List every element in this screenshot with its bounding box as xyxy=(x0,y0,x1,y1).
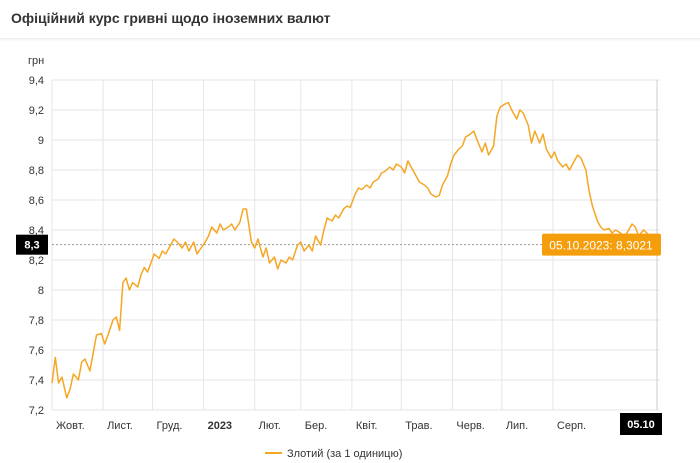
series-line xyxy=(51,101,661,399)
y-tick-label: 7,4 xyxy=(29,375,44,387)
tooltip-text: 05.10.2023: 8,3021 xyxy=(549,239,653,253)
y-axis: 7,2 7,4 7,6 7,8 8 8,2 8,4 8,6 8,8 9 9,2 9,4 xyxy=(29,75,44,417)
x-tick-label: Трав. xyxy=(405,420,432,432)
y-tick-label: 9 xyxy=(38,135,44,147)
current-y-marker: 8,3 xyxy=(16,234,48,255)
x-tick-label: 2023 xyxy=(208,420,232,432)
x-tick-label: Лип. xyxy=(506,420,528,432)
current-x-marker: 05.10 xyxy=(620,413,662,435)
y-tick-label: 8,8 xyxy=(29,165,44,177)
current-x-label-bg xyxy=(620,413,662,435)
x-tick-label: Лист. xyxy=(107,420,133,432)
x-axis: Жовт. Лист. Груд. 2023 Лют. Бер. Квіт. Трав. Чер… xyxy=(56,420,586,432)
legend-label: Злотий (за 1 одиницю) xyxy=(287,448,402,460)
y-grid xyxy=(52,79,660,411)
y-tick-label: 8 xyxy=(38,285,44,297)
y-tick-label: 8,6 xyxy=(29,195,44,207)
y-tick-label: 7,6 xyxy=(29,345,44,357)
legend[interactable]: Злотий (за 1 одиницю) xyxy=(265,448,402,460)
tooltip: 05.10.2023: 8,3021 xyxy=(542,233,661,256)
y-axis-label: грн xyxy=(28,55,44,67)
current-x-label: 05.10 xyxy=(627,419,655,431)
page-title: Офіційний курс гривні щодо іноземних вал… xyxy=(11,10,331,26)
x-tick-label: Лют. xyxy=(259,420,281,432)
tooltip-bg xyxy=(542,233,661,256)
x-tick-label: Жовт. xyxy=(56,420,85,432)
current-y-label-bg xyxy=(16,234,48,255)
y-tick-label: 7,8 xyxy=(29,315,44,327)
current-y-label: 8,3 xyxy=(24,240,39,252)
x-tick-label: Квіт. xyxy=(356,420,378,432)
y-tick-label: 9,4 xyxy=(29,75,44,87)
x-tick-label: Бер. xyxy=(305,420,328,432)
y-tick-label: 7,2 xyxy=(29,405,44,417)
y-tick-label: 8,4 xyxy=(29,225,44,237)
y-tick-label: 8,2 xyxy=(29,255,44,267)
x-tick-label: Груд. xyxy=(157,420,183,432)
y-tick-label: 9,2 xyxy=(29,105,44,117)
header-shadow xyxy=(0,38,700,42)
x-tick-label: Серп. xyxy=(557,420,586,432)
x-tick-label: Черв. xyxy=(456,420,484,432)
